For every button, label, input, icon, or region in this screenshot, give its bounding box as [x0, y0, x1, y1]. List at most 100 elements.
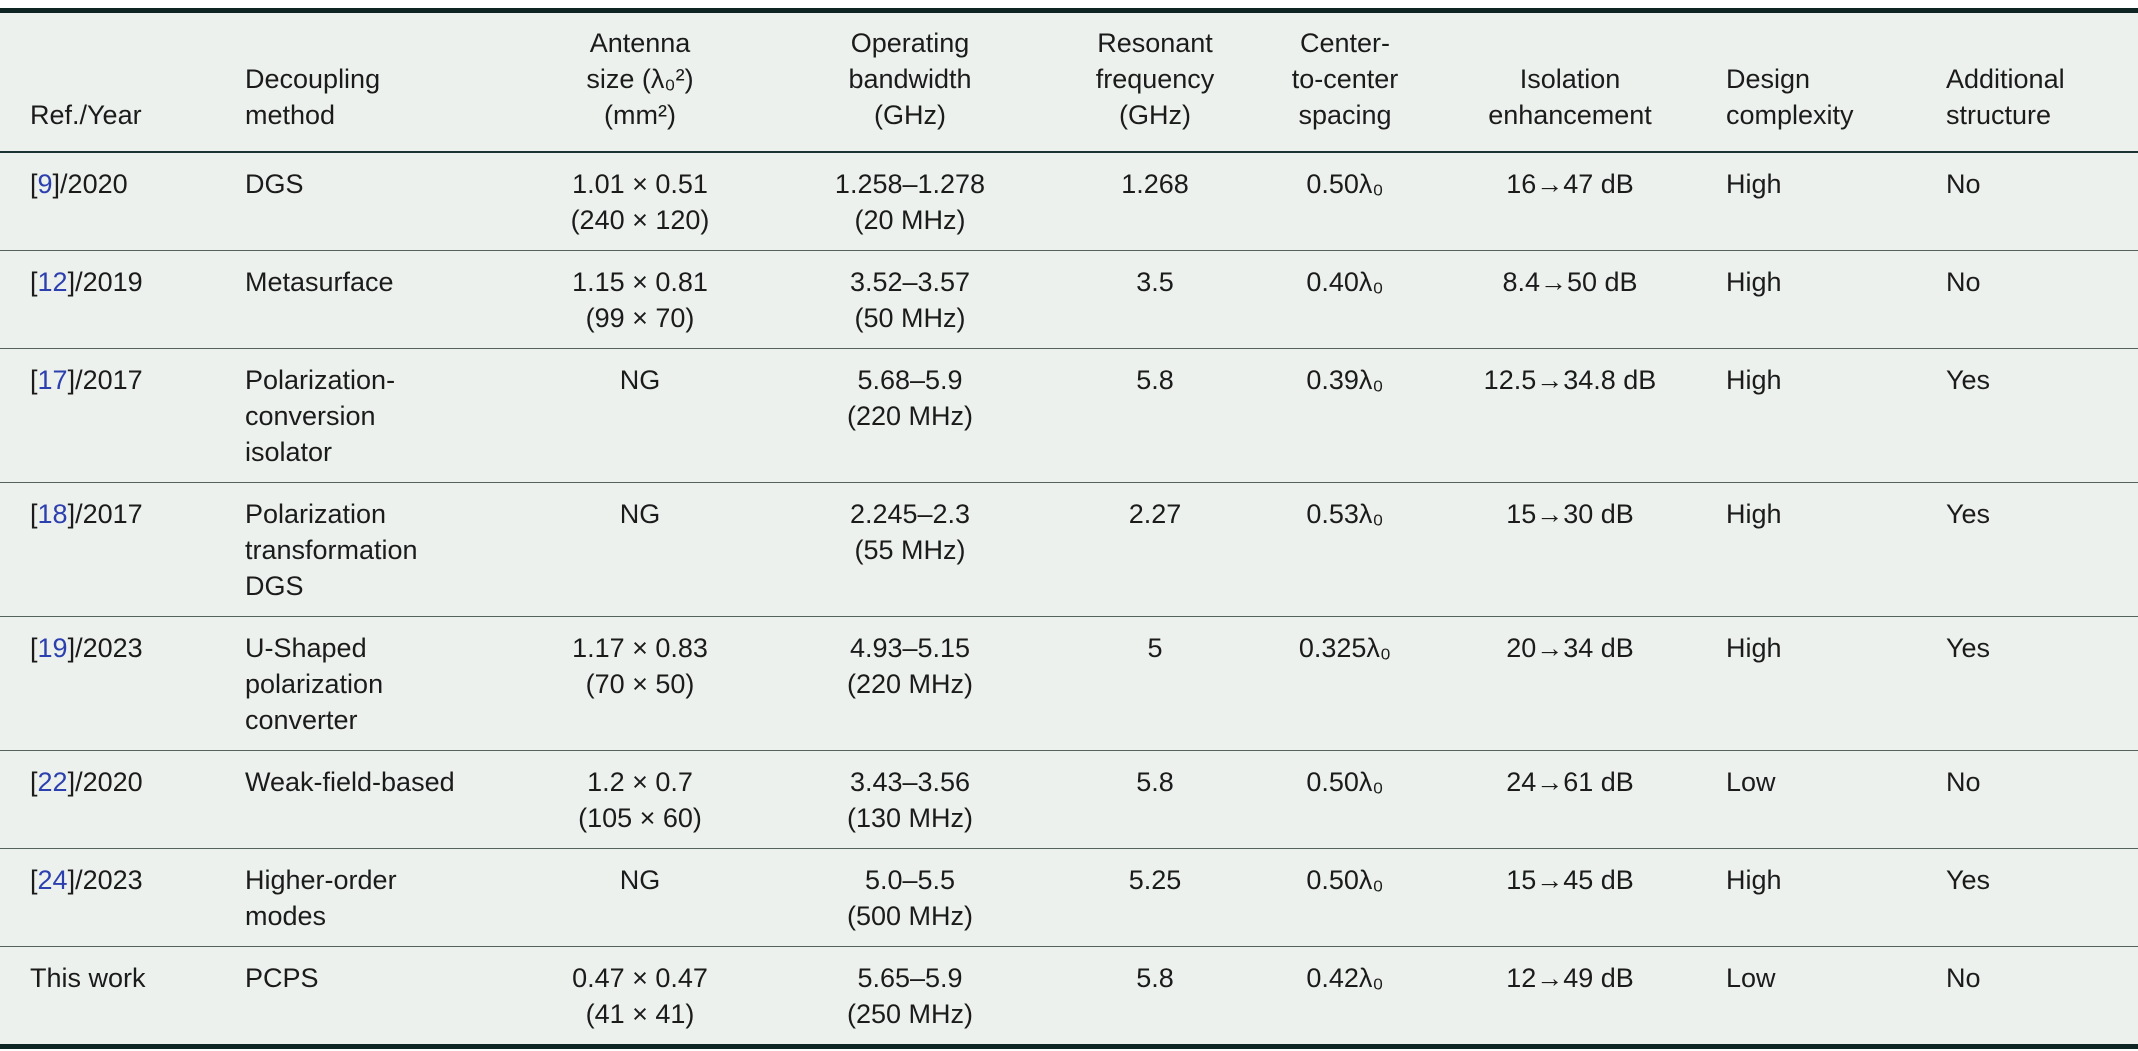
cell-ref-year: This work: [0, 947, 245, 1045]
cell-operating-bandwidth: 5.65–5.9 (250 MHz): [846, 963, 974, 1029]
cell-center-spacing: 0.42λ₀: [1306, 963, 1384, 993]
table-row: [17]/2017 Polarization- conversion isola…: [0, 348, 2138, 483]
cell-center-spacing: 0.50λ₀: [1250, 750, 1440, 849]
col-header-center-spacing: Center- to-center spacing: [1250, 13, 1440, 153]
cell-design-complexity: Low: [1726, 963, 1776, 993]
cell-antenna-size: NG: [520, 848, 760, 947]
cell-ref-year: [19]/2023: [0, 616, 245, 751]
cell-antenna-size: 1.2 × 0.7 (105 × 60): [520, 750, 760, 849]
cell-center-spacing: 0.50λ₀: [1250, 848, 1440, 947]
cell-center-spacing: 0.39λ₀: [1250, 348, 1440, 483]
cell-isolation-enhancement: 20→34 dB: [1440, 616, 1700, 751]
table-row: This work PCPS 0.47 × 0.47 (41 × 41) 5.6…: [0, 947, 2138, 1045]
cell-decoupling-method: Weak-field-based: [245, 750, 520, 849]
ref-citation-link[interactable]: 17: [37, 365, 68, 395]
cell-antenna-size: 1.01 × 0.51 (240 × 120): [520, 152, 760, 251]
cell-design-complexity: High: [1700, 250, 1940, 349]
cell-decoupling-method: Polarization transformation DGS: [245, 482, 520, 617]
ref-citation-link[interactable]: 19: [37, 633, 68, 663]
header-row: Ref./Year Decoupling method Antenna size…: [0, 13, 2138, 153]
cell-center-spacing: 0.325λ₀: [1250, 616, 1440, 751]
cell-resonant-frequency: 5.25: [1060, 848, 1250, 947]
ref-year-text: ]/2023: [67, 865, 143, 895]
cell-isolation-enhancement: 15→30 dB: [1440, 482, 1700, 617]
cell-design-complexity: High: [1700, 482, 1940, 617]
cell-operating-bandwidth: 3.52–3.57 (50 MHz): [760, 250, 1060, 349]
cell-resonant-frequency: 2.27: [1060, 482, 1250, 617]
cell-ref-year: [18]/2017: [0, 482, 245, 617]
ref-bracket-open: [: [30, 865, 38, 895]
ref-year-text: ]/2020: [67, 767, 143, 797]
cell-design-complexity: High: [1700, 616, 1940, 751]
col-header-resonant-frequency: Resonant frequency (GHz): [1060, 13, 1250, 153]
col-header-decoupling-method: Decoupling method: [245, 13, 520, 153]
cell-operating-bandwidth: 2.245–2.3 (55 MHz): [760, 482, 1060, 617]
cell-decoupling-method: DGS: [245, 152, 520, 251]
ref-citation-link[interactable]: 22: [37, 767, 68, 797]
cell-ref-year: [12]/2019: [0, 250, 245, 349]
cell-antenna-size: 1.15 × 0.81 (99 × 70): [520, 250, 760, 349]
table-row: [22]/2020 Weak-field-based 1.2 × 0.7 (10…: [0, 750, 2138, 849]
cell-isolation-enhancement: 8.4→50 dB: [1440, 250, 1700, 349]
ref-year-text: ]/2017: [67, 499, 143, 529]
cell-additional-structure: No: [1946, 963, 1981, 993]
ref-bracket-open: [: [30, 267, 38, 297]
cell-resonant-frequency: 5: [1060, 616, 1250, 751]
cell-design-complexity: High: [1700, 848, 1940, 947]
col-header-isolation-enhancement: Isolation enhancement: [1440, 13, 1700, 153]
cell-isolation-enhancement: 24→61 dB: [1440, 750, 1700, 849]
cell-antenna-size: NG: [520, 348, 760, 483]
col-header-design-complexity: Design complexity: [1700, 13, 1940, 153]
table-row: [18]/2017 Polarization transformation DG…: [0, 482, 2138, 617]
cell-additional-structure: Yes: [1940, 616, 2138, 751]
cell-ref-year: [9]/2020: [0, 152, 245, 251]
cell-antenna-size: 0.47 × 0.47 (41 × 41): [572, 963, 708, 1029]
col-header-antenna-size: Antenna size (λ₀²) (mm²): [520, 13, 760, 153]
ref-year-text: ]/2020: [52, 169, 128, 199]
cell-antenna-size: 1.17 × 0.83 (70 × 50): [520, 616, 760, 751]
cell-operating-bandwidth: 4.93–5.15 (220 MHz): [760, 616, 1060, 751]
cell-additional-structure: Yes: [1940, 348, 2138, 483]
cell-resonant-frequency: 5.8: [1060, 750, 1250, 849]
ref-citation-link[interactable]: 12: [37, 267, 68, 297]
cell-resonant-frequency: 1.268: [1060, 152, 1250, 251]
cell-additional-structure: No: [1940, 152, 2138, 251]
cell-design-complexity: High: [1700, 348, 1940, 483]
cell-additional-structure: Yes: [1940, 482, 2138, 617]
cell-ref-year: [24]/2023: [0, 848, 245, 947]
ref-bracket-open: [: [30, 169, 38, 199]
table-row: [19]/2023 U-Shaped polarization converte…: [0, 616, 2138, 751]
cell-decoupling-method: PCPS: [245, 963, 319, 993]
cell-resonant-frequency: 5.8: [1060, 348, 1250, 483]
ref-citation-link[interactable]: 24: [37, 865, 68, 895]
cell-resonant-frequency: 5.8: [1136, 963, 1174, 993]
cell-center-spacing: 0.53λ₀: [1250, 482, 1440, 617]
ref-bracket-open: [: [30, 633, 38, 663]
col-header-ref-year: Ref./Year: [0, 13, 245, 153]
cell-center-spacing: 0.40λ₀: [1250, 250, 1440, 349]
cell-operating-bandwidth: 5.68–5.9 (220 MHz): [760, 348, 1060, 483]
cell-decoupling-method: Metasurface: [245, 250, 520, 349]
ref-citation-link[interactable]: 9: [37, 169, 53, 199]
ref-year-text: ]/2019: [67, 267, 143, 297]
cell-center-spacing: 0.50λ₀: [1250, 152, 1440, 251]
cell-isolation-enhancement: 16→47 dB: [1440, 152, 1700, 251]
col-header-operating-bandwidth: Operating bandwidth (GHz): [760, 13, 1060, 153]
cell-operating-bandwidth: 3.43–3.56 (130 MHz): [760, 750, 1060, 849]
col-header-additional-structure: Additional structure: [1940, 13, 2138, 153]
ref-citation-link[interactable]: 18: [37, 499, 68, 529]
ref-year-text: ]/2023: [67, 633, 143, 663]
cell-isolation-enhancement: 12→49 dB: [1506, 963, 1634, 993]
this-work-label: This work: [30, 963, 146, 993]
cell-isolation-enhancement: 15→45 dB: [1440, 848, 1700, 947]
cell-operating-bandwidth: 5.0–5.5 (500 MHz): [760, 848, 1060, 947]
comparison-table: Ref./Year Decoupling method Antenna size…: [0, 13, 2138, 1044]
cell-decoupling-method: Polarization- conversion isolator: [245, 348, 520, 483]
cell-decoupling-method: U-Shaped polarization converter: [245, 616, 520, 751]
cell-additional-structure: No: [1940, 250, 2138, 349]
cell-resonant-frequency: 3.5: [1060, 250, 1250, 349]
cell-additional-structure: Yes: [1940, 848, 2138, 947]
cell-ref-year: [17]/2017: [0, 348, 245, 483]
cell-decoupling-method: Higher-order modes: [245, 848, 520, 947]
